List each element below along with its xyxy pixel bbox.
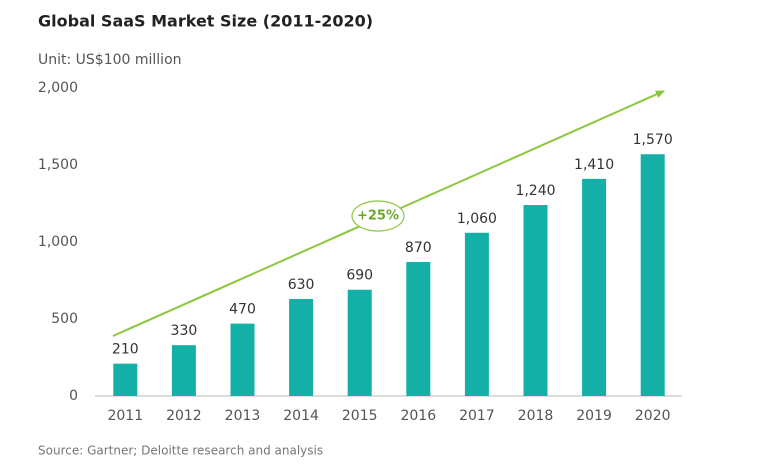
x-tick-label: 2015 xyxy=(342,408,378,424)
value-label: 1,410 xyxy=(574,157,614,173)
bar xyxy=(347,289,372,396)
annotation: +25% xyxy=(357,209,399,224)
value-label: 210 xyxy=(112,342,139,358)
x-tick-label: 2019 xyxy=(576,408,612,424)
bar xyxy=(113,363,138,396)
value-label: 1,240 xyxy=(515,183,555,199)
bar xyxy=(464,232,489,396)
value-label: 690 xyxy=(346,268,373,284)
y-tick-label: 1,000 xyxy=(38,234,78,250)
bar xyxy=(289,298,314,396)
value-label: 870 xyxy=(405,240,432,256)
y-tick-label: 2,000 xyxy=(38,80,78,96)
x-tick-label: 2016 xyxy=(400,408,436,424)
bar xyxy=(171,345,196,396)
value-label: 330 xyxy=(171,323,198,339)
y-tick-label: 0 xyxy=(69,388,78,404)
x-tick-label: 2011 xyxy=(107,408,143,424)
bar xyxy=(230,323,255,396)
annotation-bubble xyxy=(351,200,405,232)
chart-title: Global SaaS Market Size (2011-2020) xyxy=(38,12,373,31)
bar xyxy=(523,205,548,396)
value-label: 630 xyxy=(288,277,315,293)
y-tick-label: 1,500 xyxy=(38,157,78,173)
value-label: 470 xyxy=(229,302,256,318)
value-label: 1,570 xyxy=(633,132,673,148)
bar xyxy=(406,262,431,396)
y-tick-label: 500 xyxy=(51,311,78,327)
x-tick-label: 2013 xyxy=(225,408,261,424)
source-note: Source: Gartner; Deloitte research and a… xyxy=(38,444,323,458)
value-label: 1,060 xyxy=(457,211,497,227)
x-tick-label: 2018 xyxy=(518,408,554,424)
x-tick-label: 2014 xyxy=(283,408,319,424)
x-tick-label: 2017 xyxy=(459,408,495,424)
unit-label: Unit: US$100 million xyxy=(38,52,182,68)
bar xyxy=(582,178,607,396)
bar xyxy=(640,154,665,396)
x-tick-label: 2020 xyxy=(635,408,671,424)
x-tick-label: 2012 xyxy=(166,408,202,424)
